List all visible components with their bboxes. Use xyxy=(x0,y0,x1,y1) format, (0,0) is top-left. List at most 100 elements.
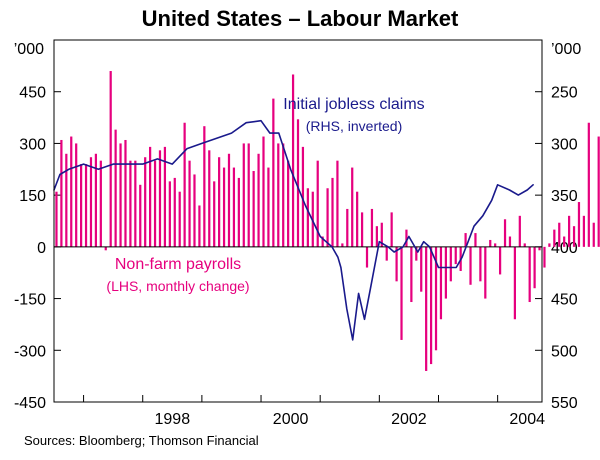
payroll-bar xyxy=(484,246,487,299)
payroll-bar xyxy=(543,246,546,268)
payroll-bar xyxy=(592,222,595,247)
payroll-bar xyxy=(420,246,423,292)
payroll-bar xyxy=(134,160,137,247)
payroll-bar xyxy=(365,246,369,268)
left-tick-label: -150 xyxy=(14,292,46,309)
payroll-bar xyxy=(262,136,265,247)
payroll-bar xyxy=(577,202,581,247)
right-tick-label: 450 xyxy=(551,292,578,309)
x-tick-label: 1998 xyxy=(155,411,191,428)
payroll-bar xyxy=(153,160,157,247)
payroll-bar xyxy=(218,157,221,247)
payroll-bar xyxy=(183,122,186,247)
payroll-bar xyxy=(528,246,531,303)
payroll-bar xyxy=(158,150,162,247)
right-tick-label: 300 xyxy=(551,136,578,153)
payroll-bar xyxy=(242,143,245,247)
payroll-bar xyxy=(198,205,201,247)
payroll-bar xyxy=(331,177,334,247)
payroll-bar xyxy=(272,98,275,247)
payroll-bar xyxy=(213,181,216,247)
payroll-bar xyxy=(336,160,339,247)
right-tick-label: 250 xyxy=(551,85,578,102)
payroll-bar xyxy=(563,236,566,247)
payroll-bar xyxy=(306,188,309,247)
left-tick-label: -450 xyxy=(14,395,46,412)
payroll-bar xyxy=(222,167,226,247)
payroll-bar xyxy=(568,215,571,247)
source-note: Sources: Bloomberg; Thomson Financial xyxy=(24,433,259,448)
payroll-bar xyxy=(454,246,457,265)
payroll-bar xyxy=(84,164,88,247)
payroll-bar xyxy=(469,246,472,285)
payroll-bar xyxy=(474,233,477,247)
payroll-bar xyxy=(114,129,117,247)
payroll-bar xyxy=(237,177,240,247)
payroll-bar xyxy=(489,239,492,247)
left-tick-label: 150 xyxy=(19,188,46,205)
right-axis-unit: ’000 xyxy=(551,41,581,58)
payroll-bar xyxy=(434,246,438,351)
payroll-bar xyxy=(208,150,211,247)
payroll-bar xyxy=(168,181,171,247)
payroll-bar xyxy=(109,71,112,247)
right-tick-label: 550 xyxy=(551,395,578,412)
payroll-bar xyxy=(60,139,63,247)
jobless-claims-line xyxy=(53,119,534,341)
payroll-bar xyxy=(449,246,452,282)
left-tick-label: 450 xyxy=(19,85,46,102)
x-tick-label: 2004 xyxy=(509,411,545,428)
right-tick-label: 350 xyxy=(551,188,578,205)
payroll-bar xyxy=(360,212,364,247)
payroll-bar xyxy=(375,226,378,247)
payroll-bar xyxy=(553,229,556,247)
payroll-bar xyxy=(346,208,349,247)
x-tick-label: 2000 xyxy=(273,411,309,428)
payroll-bar xyxy=(597,136,600,247)
payroll-bar xyxy=(124,139,127,247)
payroll-bar xyxy=(400,246,403,340)
payroll-bar xyxy=(75,143,78,247)
payroll-bar xyxy=(351,167,354,247)
payroll-bar xyxy=(277,143,280,247)
payroll-bar xyxy=(326,188,329,247)
right-tick-label: 400 xyxy=(551,240,578,257)
plot-frame xyxy=(53,39,543,403)
payroll-bar xyxy=(163,146,167,247)
payroll-bar xyxy=(144,157,147,247)
payroll-bar xyxy=(341,243,344,247)
payroll-bar xyxy=(301,146,305,247)
payroll-bar xyxy=(464,233,467,247)
payroll-bar xyxy=(558,222,561,247)
payroll-bar xyxy=(80,164,83,247)
x-tick-label: 2002 xyxy=(391,411,427,428)
payroll-bar xyxy=(410,246,413,303)
payroll-bar xyxy=(498,246,502,275)
payroll-bar xyxy=(429,246,433,365)
payroll-bar xyxy=(370,208,374,247)
payroll-bar xyxy=(139,184,142,247)
payrolls-annotation-sub: (LHS, monthly change) xyxy=(106,278,249,294)
payroll-bar xyxy=(257,153,260,247)
left-axis-unit: ’000 xyxy=(14,41,44,58)
payroll-bar xyxy=(65,153,68,247)
payroll-bar xyxy=(291,74,295,247)
payroll-bar xyxy=(321,236,324,247)
left-tick-label: 300 xyxy=(19,136,46,153)
payroll-bar xyxy=(385,246,388,261)
payroll-bar xyxy=(89,157,93,247)
claims-annotation: Initial jobless claims xyxy=(283,96,424,113)
payroll-bar xyxy=(247,143,250,247)
payroll-bar xyxy=(582,215,586,247)
payroll-bar xyxy=(104,246,107,251)
payroll-bar xyxy=(587,122,590,247)
left-tick-label: 0 xyxy=(37,240,46,257)
payroll-bar xyxy=(232,167,236,247)
payroll-bar xyxy=(70,136,73,247)
payroll-bar xyxy=(99,160,102,247)
payroll-bar xyxy=(479,246,482,282)
payroll-bar xyxy=(316,160,319,247)
payroll-bar xyxy=(548,243,551,247)
payroll-bar xyxy=(287,160,290,247)
